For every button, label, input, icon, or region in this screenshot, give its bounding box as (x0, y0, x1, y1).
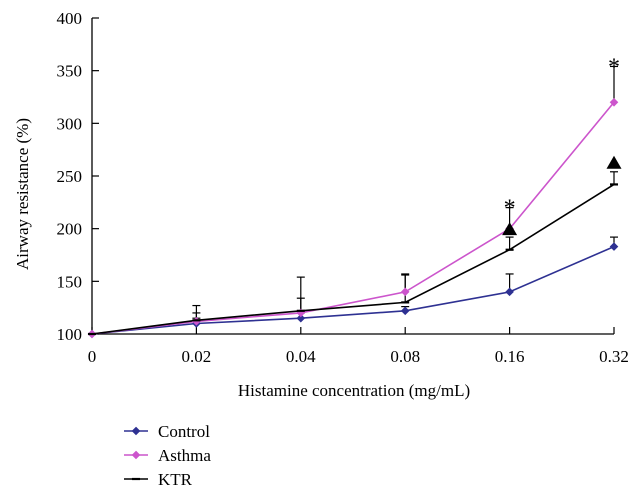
series-markers (87, 97, 619, 339)
legend-label-ktr: KTR (158, 470, 193, 489)
legend-label-asthma: Asthma (158, 446, 211, 465)
y-tick-label: 400 (57, 9, 83, 28)
y-axis-ticks: 100 150 200 250 300 350 400 (57, 9, 99, 344)
x-tick-label: 0.02 (182, 347, 212, 366)
y-tick-label: 250 (57, 167, 83, 186)
x-axis-title: Histamine concentration (mg/mL) (238, 381, 470, 400)
series-line-asthma (91, 101, 615, 335)
significance-annotations: ** (502, 54, 622, 236)
significance-asterisk: * (608, 54, 620, 80)
legend-marker-control (131, 426, 141, 436)
y-tick-label: 300 (57, 114, 83, 133)
x-tick-label: 0.04 (286, 347, 316, 366)
significance-triangle (502, 222, 518, 236)
data-point-asthma (609, 97, 619, 107)
data-point-control (400, 306, 410, 316)
series-line-control (91, 245, 615, 335)
chart-axes (91, 18, 614, 335)
x-tick-label: 0.08 (390, 347, 420, 366)
error-bars (192, 65, 618, 324)
series-line-ktr (91, 183, 615, 335)
y-tick-label: 100 (57, 325, 83, 344)
y-tick-label: 150 (57, 272, 83, 291)
y-tick-label: 350 (57, 62, 83, 81)
data-point-control (609, 242, 619, 251)
significance-asterisk: * (504, 195, 516, 221)
y-axis-title: Airway resistance (%) (13, 118, 32, 270)
legend-label-control: Control (158, 422, 210, 441)
x-tick-label: 0.32 (599, 347, 629, 366)
data-point-control (296, 313, 306, 323)
series-lines (91, 101, 615, 335)
y-tick-label: 200 (57, 220, 83, 239)
x-tick-label: 0.16 (495, 347, 525, 366)
data-point-asthma (400, 287, 410, 297)
data-point-control (505, 287, 514, 297)
legend-marker-asthma (131, 450, 141, 460)
x-tick-label: 0 (88, 347, 97, 366)
legend: Control Asthma KTR (124, 422, 211, 489)
x-axis-ticks: 0 0.02 0.04 0.08 0.16 0.32 (88, 327, 629, 366)
significance-triangle (606, 155, 622, 169)
